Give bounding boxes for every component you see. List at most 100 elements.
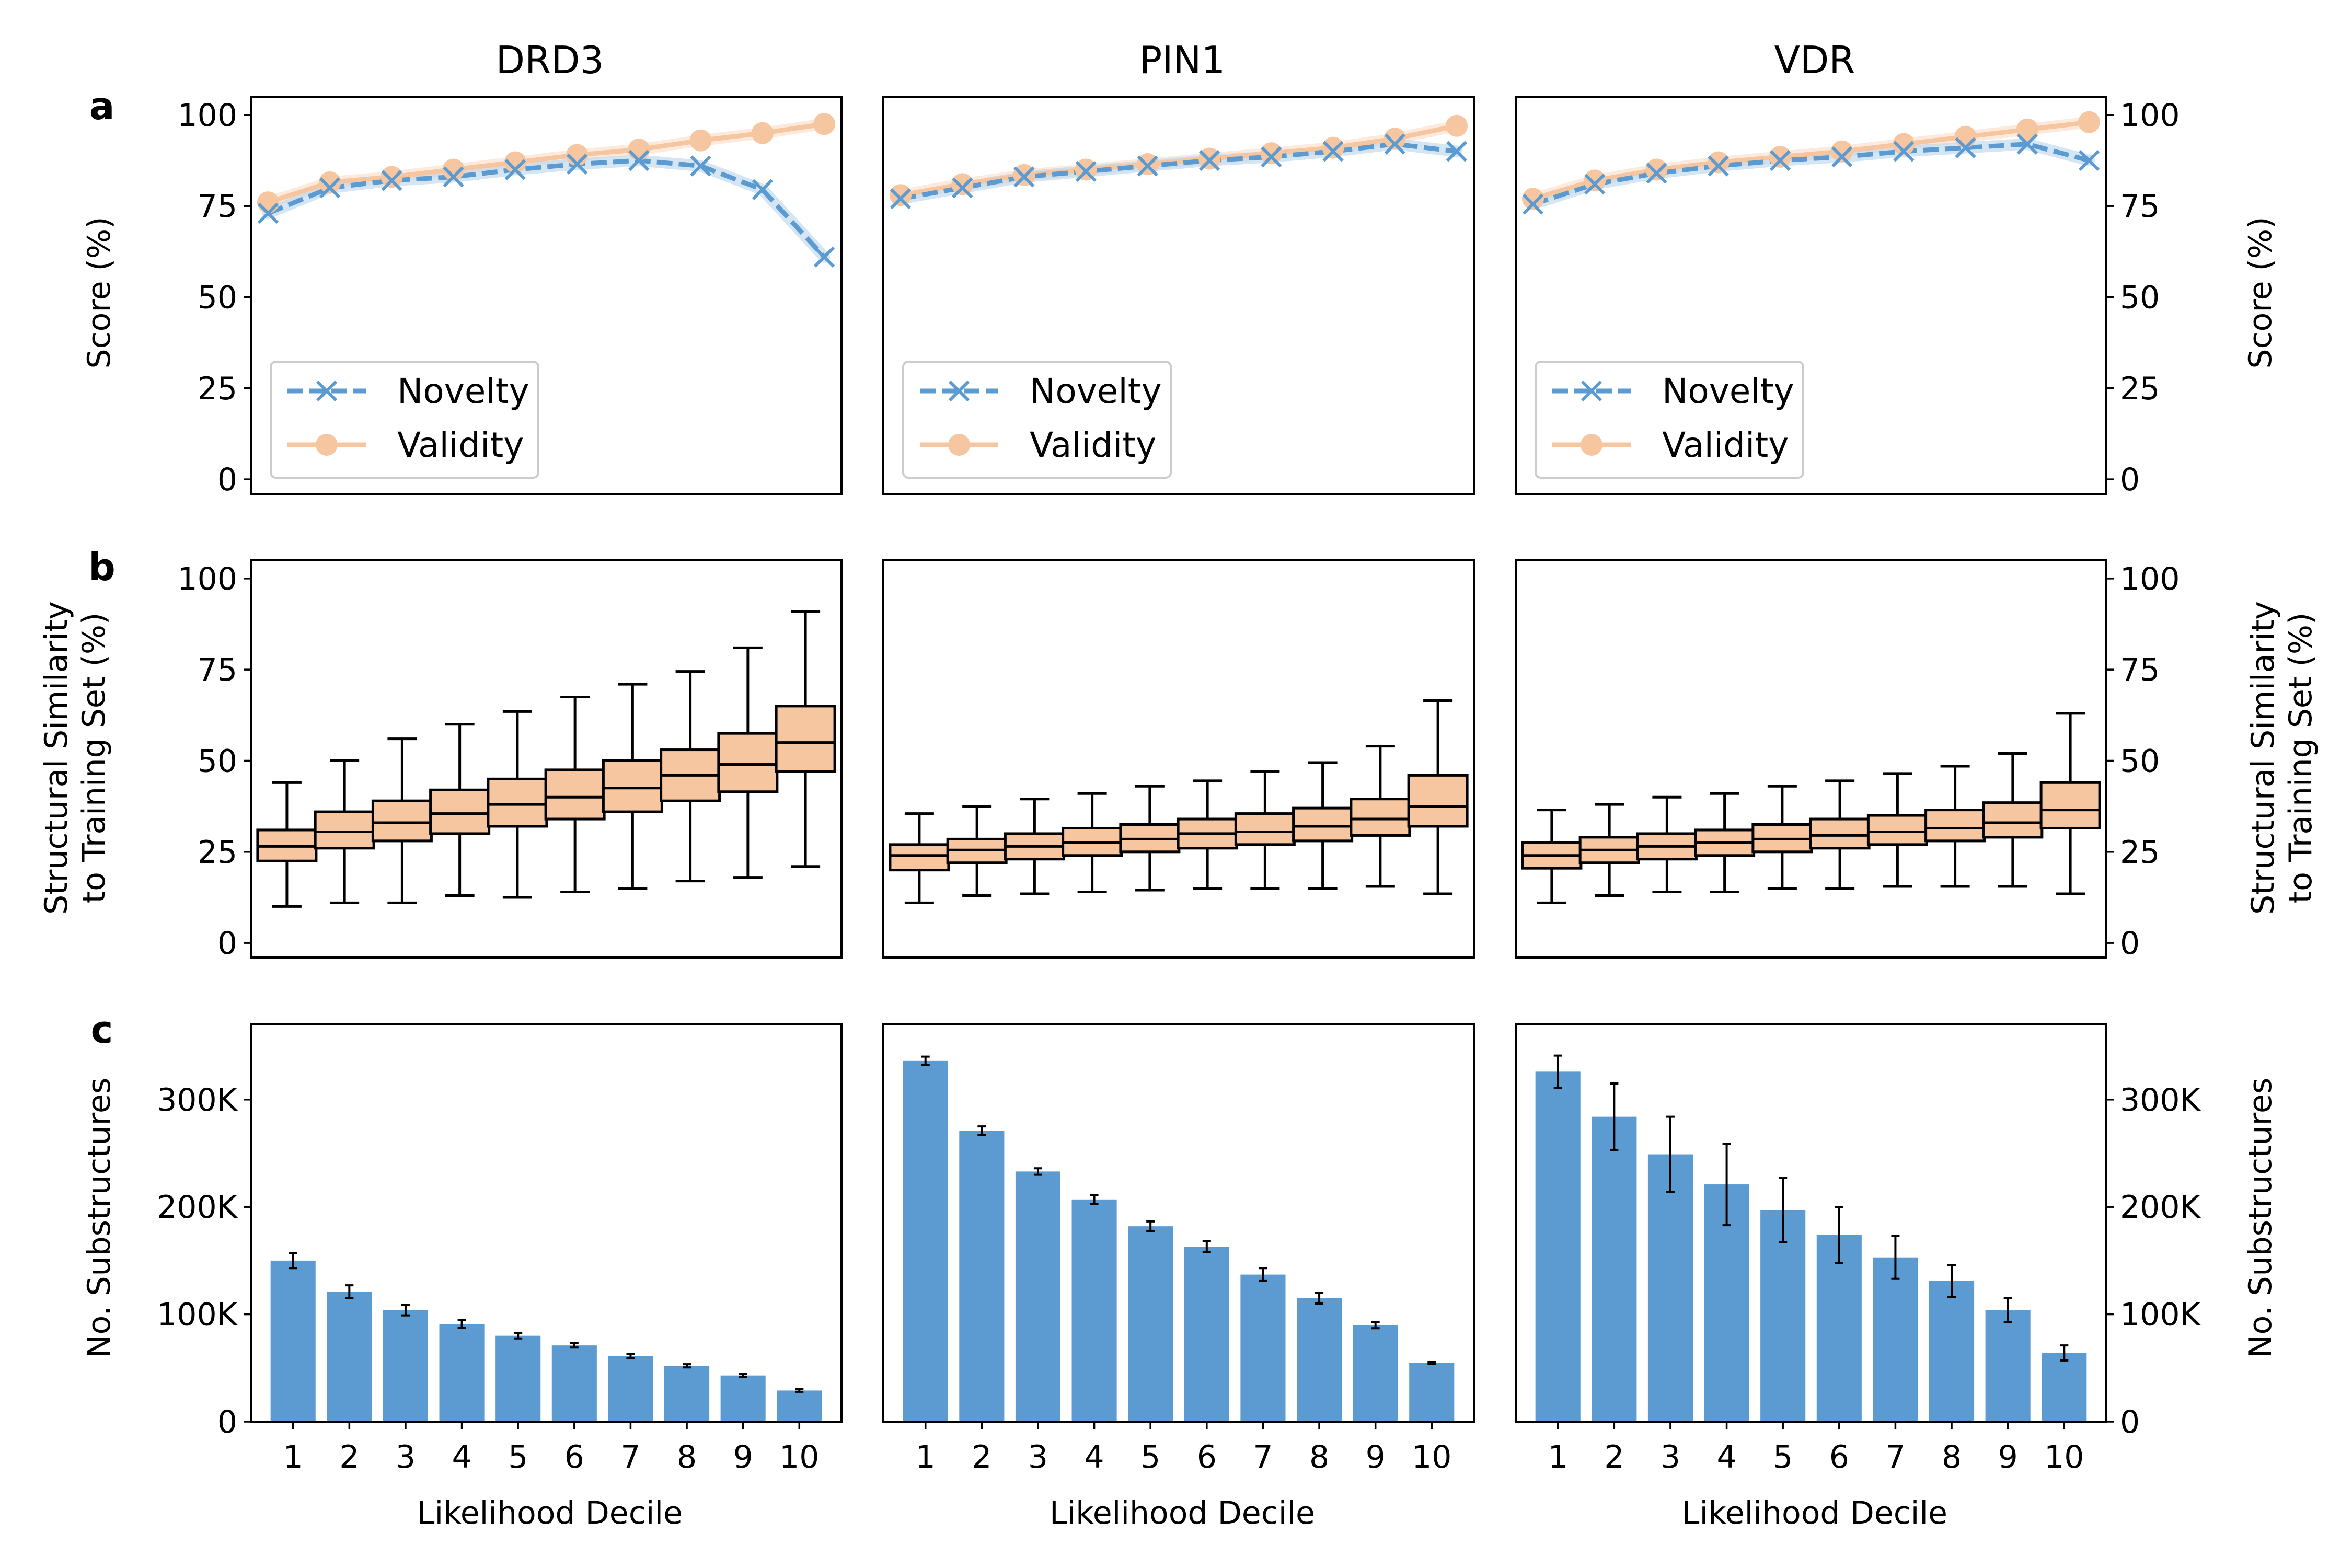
y-tick-label: 200K [157, 1189, 238, 1226]
bar [1929, 1281, 1975, 1422]
x-tick-label: 6 [1829, 1439, 1849, 1475]
x-tick-label: 4 [1084, 1439, 1104, 1475]
bar [1353, 1325, 1398, 1422]
y-tick-label: 300K [2120, 1082, 2201, 1119]
legend-validity-marker [1581, 434, 1602, 456]
y-tick-label: 50 [2120, 279, 2160, 316]
validity-point [2078, 111, 2100, 133]
novelty-line [1532, 142, 2090, 206]
box [889, 843, 950, 872]
y-tick-label: 0 [217, 462, 237, 498]
box [1809, 817, 1871, 850]
x-tick-label: 9 [733, 1439, 753, 1475]
legend-validity-label: Validity [1662, 425, 1789, 465]
row-b-ylabel-left-line2: to Training Set (%) [76, 613, 112, 904]
x-tick-label: 3 [396, 1439, 416, 1475]
row-c-ylabel-left: No. Substructures [81, 1078, 118, 1358]
legend-novelty-marker [948, 380, 970, 402]
box [1234, 812, 1296, 846]
novelty-point [443, 166, 464, 188]
box [314, 810, 375, 850]
x-tick-label: 2 [972, 1439, 991, 1475]
validity-point [1893, 133, 1915, 155]
bar [720, 1375, 766, 1422]
panel-a-2: Novelty Validity [882, 96, 1475, 495]
box [602, 759, 663, 813]
box [487, 777, 548, 828]
validity-point [1322, 136, 1344, 159]
bar [327, 1292, 372, 1422]
novelty-point [1384, 133, 1405, 155]
axes-frame [1515, 559, 2107, 959]
panel-c-2: 1 2 3 4 5 6 7 8 9 10 [882, 1023, 1475, 1475]
novelty-point [890, 188, 912, 210]
x-tick-label: 3 [1028, 1439, 1048, 1475]
novelty-point [1013, 166, 1035, 188]
bar [383, 1310, 428, 1422]
validity-point [689, 129, 712, 152]
panel-c-1: 0 100K 200K 300K 1 2 3 4 5 6 7 8 9 10 [157, 1023, 843, 1475]
validity-point [1522, 188, 1544, 210]
y-tick-label: 0 [2120, 1404, 2140, 1440]
validity-point [628, 139, 650, 161]
x-axis-title-pin1: Likelihood Decile [1050, 1495, 1315, 1531]
y-tick-label: 50 [198, 743, 237, 779]
legend-novelty-marker [316, 380, 338, 402]
bar [439, 1324, 485, 1422]
y-tick-label: 50 [198, 279, 237, 316]
y-tick-label: 0 [2120, 462, 2140, 498]
validity-point [1954, 125, 1977, 148]
novelty-point [1893, 141, 1915, 162]
bar [1816, 1235, 1862, 1422]
axes-frame [250, 96, 843, 495]
validity-point [1769, 146, 1791, 168]
validity-point [442, 158, 465, 181]
box [544, 768, 606, 821]
validity-point [319, 171, 341, 193]
novelty-point [1261, 146, 1282, 168]
validity-point [1831, 140, 1853, 163]
axes-frame [250, 559, 843, 959]
bar [1015, 1171, 1060, 1422]
validity-point [1645, 158, 1668, 181]
axes-frame [882, 559, 1475, 959]
bar [608, 1356, 653, 1422]
bar [495, 1335, 541, 1422]
legend: Novelty Validity [270, 361, 539, 479]
novelty-point [1075, 160, 1097, 182]
y-tick-label: 50 [2120, 743, 2160, 779]
validity-point [890, 184, 912, 206]
panel-b-1: 0 25 50 75 100 [177, 559, 843, 962]
novelty-point [2078, 149, 2100, 171]
legend-novelty-marker [1581, 380, 1602, 402]
bar [1409, 1363, 1455, 1422]
row-c-ylabel-right: No. Substructures [2242, 1078, 2279, 1358]
x-tick-label: 7 [620, 1439, 640, 1475]
novelty-line [900, 142, 1457, 201]
legend-validity-marker [316, 434, 338, 456]
novelty-point [1137, 155, 1159, 177]
panel-letter-a: a [89, 84, 115, 128]
x-tick-label: 9 [1366, 1439, 1386, 1475]
box [1924, 809, 1986, 843]
series-band [895, 138, 1462, 205]
y-tick-label: 200K [2120, 1189, 2201, 1226]
novelty-point [1646, 163, 1667, 184]
novelty-line [267, 158, 826, 259]
novelty-point [257, 202, 279, 224]
axes-frame [1515, 1023, 2107, 1423]
validity-point [751, 122, 774, 144]
y-tick-label: 75 [2120, 188, 2160, 225]
x-tick-label: 7 [1253, 1439, 1273, 1475]
x-tick-label: 9 [1998, 1439, 2018, 1475]
novelty-point [1522, 193, 1544, 215]
col-title-drd3: DRD3 [496, 38, 604, 82]
validity-point [951, 173, 974, 195]
y-tick-label: 75 [2120, 652, 2160, 688]
validity-point [1707, 151, 1730, 174]
axes-frame [1515, 96, 2107, 495]
x-axis-title-drd3: Likelihood Decile [417, 1495, 683, 1531]
x-tick-label: 8 [1942, 1439, 1962, 1475]
x-tick-label: 2 [1604, 1439, 1624, 1475]
